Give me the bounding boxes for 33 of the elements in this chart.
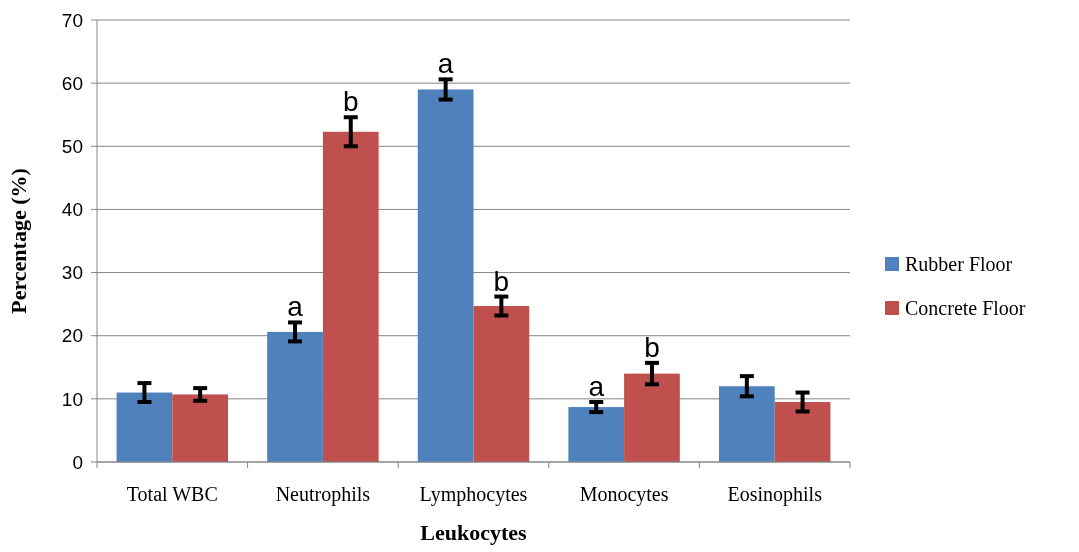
annotation: b	[342, 86, 359, 118]
y-tick-label: 0	[72, 451, 83, 473]
bar	[267, 331, 323, 462]
legend-label: Rubber Floor	[905, 253, 1013, 275]
bar	[568, 407, 625, 462]
y-axis-title: Percentage (%)	[6, 168, 31, 314]
x-axis-title: Leukocytes	[420, 520, 528, 545]
bar	[718, 386, 775, 462]
y-tick-label: 70	[61, 9, 83, 31]
y-tick-label: 30	[61, 262, 83, 284]
annotation: b	[644, 331, 660, 363]
annotation: a	[287, 291, 304, 323]
y-tick-label: 60	[61, 72, 83, 94]
bar	[774, 402, 831, 462]
legend-label: Concrete Floor	[905, 297, 1026, 319]
x-tick-label: Total WBC	[126, 483, 218, 505]
y-tick-label: 40	[61, 199, 83, 221]
bar	[116, 392, 173, 462]
annotation: a	[588, 371, 605, 403]
y-tick-label: 50	[61, 135, 83, 157]
bar	[417, 89, 474, 462]
x-tick-label: Lymphocytes	[419, 483, 528, 506]
bar	[624, 373, 680, 462]
bar	[172, 394, 229, 462]
annotation: a	[437, 48, 454, 80]
x-tick-label: Eosinophils	[727, 483, 823, 506]
y-tick-label: 20	[61, 325, 83, 347]
y-tick-label: 10	[61, 388, 83, 410]
annotation: b	[493, 265, 510, 297]
bar	[473, 306, 530, 462]
x-tick-label: Neutrophils	[275, 483, 371, 506]
bar	[322, 131, 379, 462]
x-tick-label: Monocytes	[579, 483, 669, 506]
